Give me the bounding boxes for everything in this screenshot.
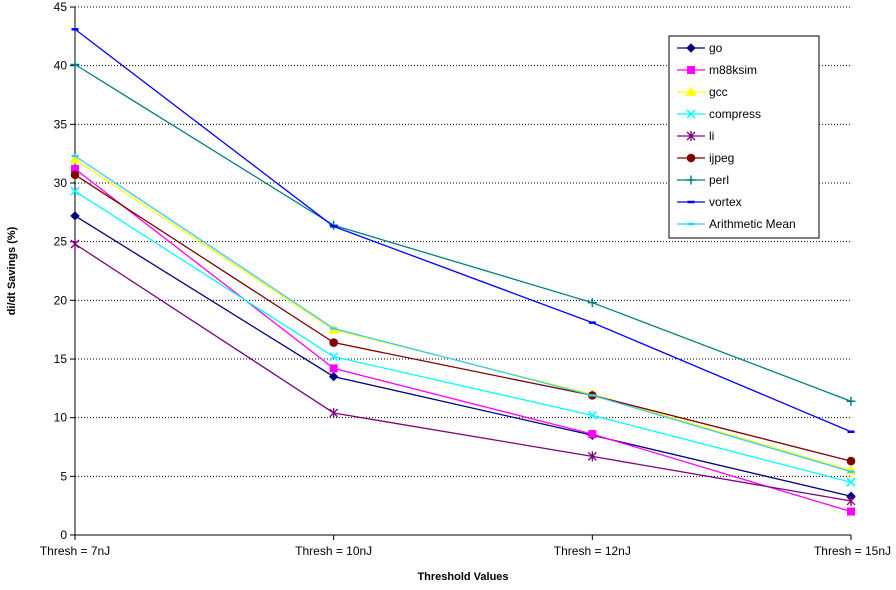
x-tick-label: Thresh = 15nJ: [814, 544, 891, 558]
series-line: [74, 190, 852, 483]
legend-item: compress: [677, 107, 761, 121]
data-point: [328, 371, 339, 382]
series-group: [69, 28, 857, 516]
series-m88ksim: [71, 164, 855, 516]
series-compress: [70, 186, 856, 487]
legend-item: gcc: [677, 85, 728, 99]
legend-item: go: [677, 41, 723, 55]
y-tick-labels: 0 5 10 15 20 25 30 35 40 45: [54, 0, 68, 542]
data-point: [329, 407, 339, 418]
data-point: [329, 338, 338, 347]
data-point: [70, 239, 80, 250]
legend: go m88ksim gcc compress li ijpeg perl vortex Ari…: [668, 35, 820, 239]
legend-item: Arithmetic Mean: [677, 217, 796, 231]
data-point: [587, 451, 597, 462]
series-line: [74, 63, 852, 402]
y-axis-title: di/dt Savings (%): [6, 226, 18, 315]
legend-label: perl: [709, 173, 729, 187]
x-tick-label: Thresh = 10nJ: [295, 544, 372, 558]
y-tick-label: 40: [54, 59, 68, 73]
data-point: [329, 364, 338, 373]
legend-label: m88ksim: [709, 63, 757, 77]
data-point: [686, 175, 696, 185]
series-line: [74, 28, 852, 433]
y-tick-label: 5: [60, 469, 67, 483]
data-point: [70, 170, 80, 180]
data-point: [847, 507, 855, 516]
legend-label: vortex: [709, 195, 742, 209]
legend-label: gcc: [709, 85, 728, 99]
y-tick-label: 20: [54, 293, 68, 307]
y-tick-label: 30: [54, 176, 68, 190]
data-point: [587, 410, 597, 420]
series-line: [74, 155, 852, 473]
series-go: [70, 211, 856, 501]
series-li: [70, 239, 856, 506]
x-axis-title: Threshold Values: [417, 571, 508, 583]
data-point: [846, 495, 856, 506]
series-line: [74, 215, 852, 497]
legend-label: Arithmetic Mean: [709, 217, 796, 231]
data-point: [686, 153, 696, 163]
data-point: [329, 352, 339, 362]
axes: [70, 6, 852, 540]
data-point: [685, 86, 697, 96]
legend-item: vortex: [677, 195, 742, 209]
data-point: [686, 109, 696, 119]
legend-label: go: [709, 41, 723, 55]
data-point: [70, 186, 80, 196]
legend-label: li: [709, 129, 714, 143]
legend-item: m88ksim: [677, 63, 757, 77]
data-point: [686, 43, 696, 53]
data-point: [70, 211, 80, 221]
data-point: [588, 430, 597, 439]
legend-label: ijpeg: [709, 151, 734, 165]
series-vortex: [71, 28, 855, 433]
legend-item: perl: [677, 173, 729, 187]
y-tick-label: 25: [54, 235, 68, 249]
y-tick-label: 45: [54, 0, 68, 14]
data-point: [686, 131, 696, 141]
y-tick-label: 15: [54, 352, 68, 366]
x-tick-label: Thresh = 7nJ: [40, 544, 110, 558]
series-line: [74, 174, 852, 462]
y-tick-label: 0: [60, 528, 67, 542]
legend-item: li: [677, 129, 714, 143]
data-point: [846, 456, 856, 466]
legend-label: compress: [709, 107, 761, 121]
y-tick-label: 35: [54, 117, 68, 131]
data-point: [587, 298, 597, 308]
data-point: [846, 396, 856, 406]
series-line: [74, 243, 852, 502]
data-point: [846, 477, 856, 487]
data-point: [69, 154, 81, 164]
data-point: [70, 59, 80, 69]
series-arithmetic-mean: [71, 154, 855, 473]
series-line: [74, 168, 852, 513]
y-tick-label: 10: [54, 411, 68, 425]
x-tick-labels: Thresh = 7nJ Thresh = 10nJ Thresh = 12nJ Th…: [40, 544, 891, 558]
x-tick-label: Thresh = 12nJ: [554, 544, 631, 558]
data-point: [687, 66, 695, 74]
legend-item: ijpeg: [677, 151, 734, 165]
